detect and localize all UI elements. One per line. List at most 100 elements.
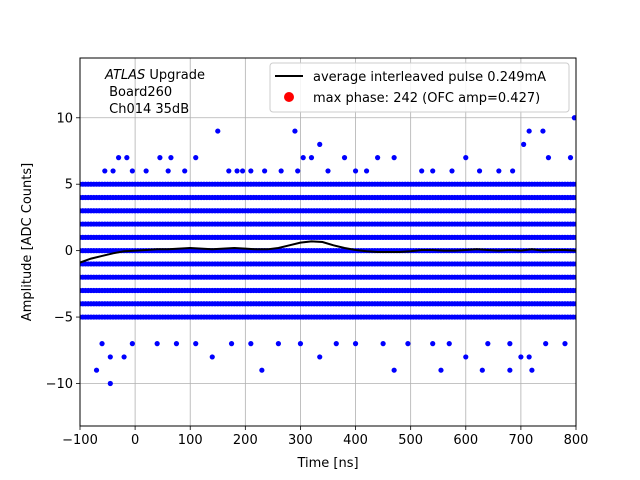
sample-point — [507, 367, 513, 373]
upgrade-word: Upgrade — [145, 68, 205, 83]
sample-point — [278, 168, 284, 174]
sample-point — [449, 168, 455, 174]
sample-point — [526, 354, 532, 360]
sample-point — [352, 168, 359, 174]
sample-point — [262, 168, 268, 174]
sample-point — [573, 287, 576, 294]
sample-point — [526, 128, 532, 134]
sample-point — [292, 128, 298, 134]
average-pulse-line — [80, 240, 576, 264]
sample-point — [363, 168, 370, 174]
x-tick-label: 100 — [178, 433, 203, 448]
sample-point — [234, 168, 240, 174]
sample-point — [352, 341, 359, 347]
legend: average interleaved pulse 0.249mA max ph… — [269, 62, 570, 113]
sample-point — [165, 168, 171, 174]
sample-point — [463, 155, 469, 161]
sample-point — [182, 168, 188, 174]
sample-point — [193, 155, 199, 161]
sample-point — [529, 367, 535, 373]
x-tick-label: 400 — [343, 433, 368, 448]
sample-point — [573, 194, 576, 201]
sample-point — [239, 168, 246, 174]
atlas-word: ATLAS — [104, 68, 145, 83]
x-tick-label: 500 — [398, 433, 423, 448]
sample-point — [507, 341, 513, 347]
sample-point — [521, 141, 527, 147]
x-tick-label: 200 — [233, 433, 258, 448]
sample-point — [107, 354, 113, 360]
sample-point — [476, 168, 483, 174]
sample-point — [341, 155, 348, 161]
sample-point — [193, 341, 199, 347]
sample-point — [543, 341, 549, 347]
legend-entry-max-phase: max phase: 242 (OFC amp=0.427) — [313, 91, 540, 106]
sample-point — [540, 128, 546, 134]
sample-point — [259, 367, 265, 373]
sample-points — [80, 115, 576, 387]
sample-point — [510, 168, 516, 174]
x-tick-label: 300 — [288, 433, 313, 448]
x-tick-label: 800 — [564, 433, 589, 448]
y-tick-label: 0 — [65, 244, 73, 259]
channel-label: Ch014 35dB — [105, 102, 189, 117]
sample-point — [325, 168, 331, 174]
sample-point — [391, 367, 397, 373]
sample-point — [129, 168, 135, 174]
y-axis-label: Amplitude [ADC Counts] — [20, 163, 35, 321]
sample-point — [430, 341, 436, 347]
sample-point — [380, 341, 386, 347]
sample-point — [115, 155, 122, 161]
sample-point — [391, 155, 397, 161]
y-tick-label: 5 — [65, 178, 73, 193]
legend-marker-swatch — [284, 92, 294, 102]
sample-point — [102, 168, 108, 174]
average-pulse-polyline — [80, 240, 576, 264]
sample-point — [573, 274, 576, 280]
sample-point — [571, 115, 576, 121]
sample-point — [573, 314, 576, 320]
sample-point — [463, 354, 469, 360]
sample-point — [107, 380, 113, 387]
sample-point — [496, 168, 502, 174]
sample-point — [110, 168, 116, 174]
sample-point — [295, 168, 301, 174]
x-axis-label: Time [ns] — [296, 456, 358, 471]
sample-point — [430, 168, 436, 174]
sample-point — [297, 341, 304, 347]
x-tick-label: −100 — [62, 433, 98, 448]
sample-point — [93, 367, 100, 373]
sample-point — [562, 341, 568, 347]
x-tick-label: 700 — [508, 433, 533, 448]
sample-point — [419, 168, 425, 174]
sample-point — [215, 128, 221, 134]
sample-point — [168, 155, 174, 161]
y-tick-label: −10 — [46, 377, 73, 392]
sample-point — [226, 168, 232, 174]
sample-point — [248, 168, 254, 174]
sample-point — [317, 354, 323, 360]
sample-point — [124, 155, 130, 161]
sample-point — [99, 341, 105, 347]
board-label: Board260 — [105, 85, 172, 100]
y-tick-label: 10 — [56, 111, 73, 126]
sample-point — [143, 168, 149, 174]
sample-point — [518, 354, 524, 360]
sample-point — [573, 221, 576, 227]
sample-point — [248, 341, 254, 347]
plot-frame — [79, 57, 577, 427]
sample-point — [157, 155, 163, 161]
atlas-label: ATLAS Upgrade — [104, 68, 205, 83]
sample-point — [479, 367, 485, 373]
sample-point — [308, 155, 315, 161]
sample-point — [375, 155, 381, 161]
legend-box — [269, 62, 570, 113]
sample-point — [573, 234, 576, 240]
sample-point — [446, 341, 452, 347]
sample-point — [573, 261, 576, 267]
x-tick-label: 0 — [131, 433, 139, 448]
sample-point — [173, 341, 180, 347]
sample-point — [405, 341, 411, 347]
sample-point — [121, 354, 127, 360]
